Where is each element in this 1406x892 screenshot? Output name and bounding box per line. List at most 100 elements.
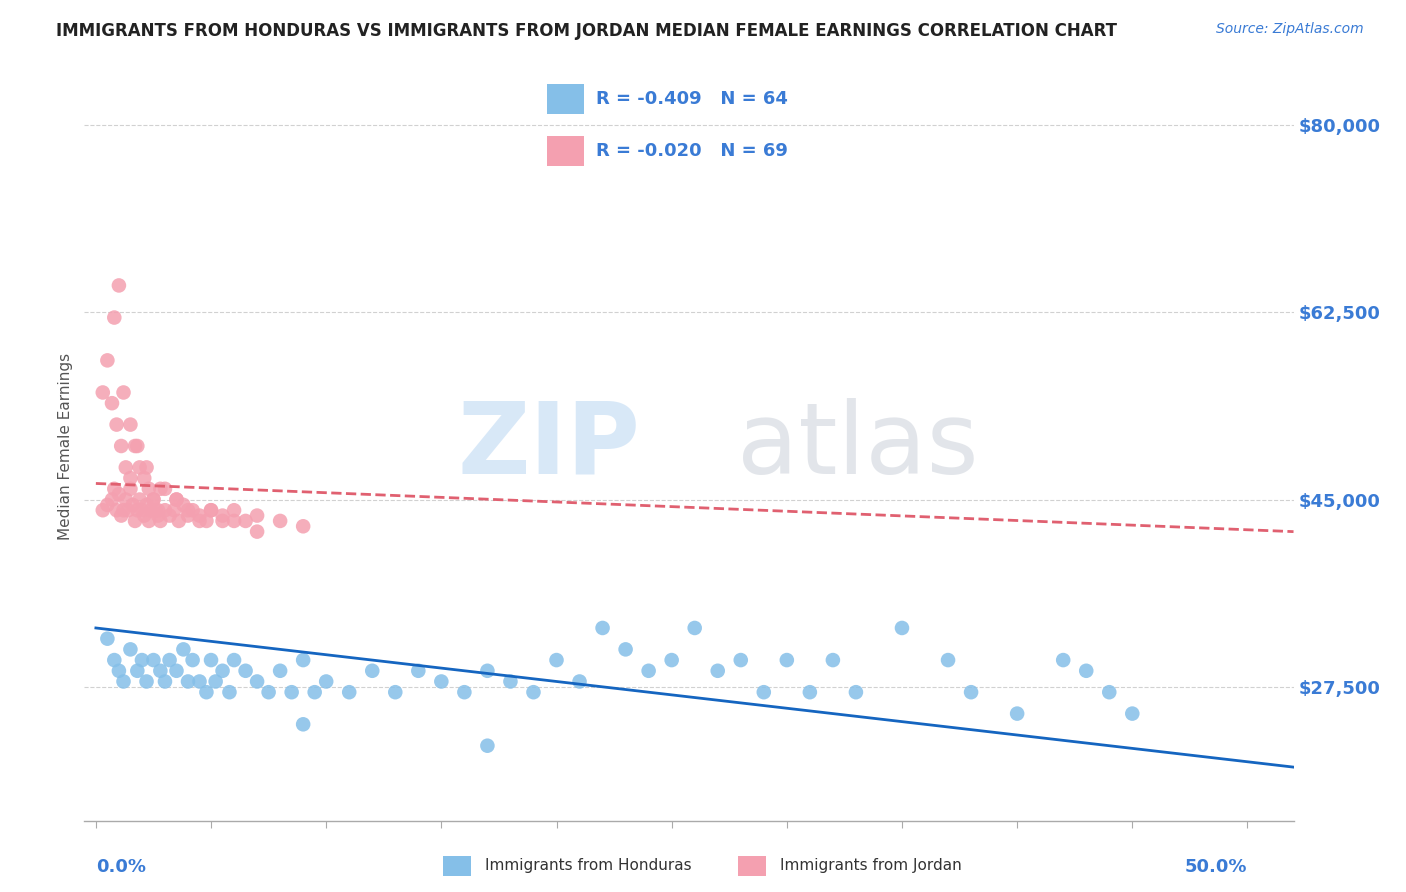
Point (614, 642, 637, 657)
Point (112, 385, 135, 400)
Point (163, 503, 186, 517)
Point (149, 482, 172, 496)
Point (146, 503, 169, 517)
Point (159, 508, 181, 523)
Text: Source: ZipAtlas.com: Source: ZipAtlas.com (1216, 22, 1364, 37)
Point (453, 685, 475, 699)
Point (172, 642, 194, 657)
Point (159, 653, 181, 667)
Point (103, 482, 125, 496)
Text: R = -0.409   N = 64: R = -0.409 N = 64 (596, 90, 787, 108)
Point (477, 664, 499, 678)
Point (361, 664, 384, 678)
Point (127, 503, 149, 517)
Point (246, 508, 269, 523)
Point (138, 514, 160, 528)
Point (211, 508, 233, 523)
Point (246, 524, 269, 539)
Point (292, 653, 315, 667)
Point (222, 503, 245, 517)
Point (101, 396, 124, 410)
Point (120, 471, 142, 485)
Point (960, 685, 983, 699)
Point (195, 514, 218, 528)
Point (1121, 706, 1143, 721)
Point (546, 653, 568, 667)
Point (124, 514, 146, 528)
Point (280, 685, 302, 699)
Point (146, 508, 169, 523)
Point (752, 685, 775, 699)
Point (269, 664, 291, 678)
Point (166, 664, 188, 678)
Point (477, 739, 499, 753)
Text: 0.0%: 0.0% (96, 858, 146, 876)
Text: Immigrants from Jordan: Immigrants from Jordan (780, 858, 962, 872)
Bar (443, 856, 471, 876)
Point (200, 503, 222, 517)
Point (167, 514, 190, 528)
Point (112, 674, 135, 689)
Point (177, 503, 200, 517)
Point (1052, 653, 1074, 667)
Point (730, 653, 752, 667)
Point (135, 498, 157, 512)
Point (153, 674, 176, 689)
Point (114, 492, 136, 507)
Point (408, 664, 430, 678)
Point (661, 653, 683, 667)
Point (134, 471, 156, 485)
Point (166, 492, 188, 507)
Point (103, 310, 125, 325)
Point (124, 439, 146, 453)
Point (142, 653, 165, 667)
Point (384, 685, 406, 699)
Point (131, 503, 153, 517)
Point (149, 664, 172, 678)
Point (188, 674, 211, 689)
Point (845, 685, 868, 699)
Y-axis label: Median Female Earnings: Median Female Earnings (58, 352, 73, 540)
Point (110, 439, 132, 453)
Point (141, 503, 163, 517)
Point (337, 685, 360, 699)
Point (101, 492, 124, 507)
Point (138, 482, 160, 496)
Point (222, 653, 245, 667)
Point (166, 492, 188, 507)
Point (128, 460, 150, 475)
Point (181, 653, 204, 667)
Point (315, 674, 337, 689)
Point (204, 674, 226, 689)
Point (257, 685, 280, 699)
Point (177, 674, 200, 689)
Point (128, 492, 150, 507)
Point (936, 653, 959, 667)
Point (114, 460, 136, 475)
Point (135, 460, 157, 475)
Text: 50.0%: 50.0% (1185, 858, 1247, 876)
Point (108, 664, 131, 678)
Point (799, 685, 821, 699)
Bar (547, 84, 583, 114)
Point (499, 674, 522, 689)
Point (181, 503, 204, 517)
Point (292, 717, 315, 731)
Point (96, 632, 118, 646)
Text: atlas: atlas (737, 398, 979, 494)
Point (222, 514, 245, 528)
Text: ZIP: ZIP (458, 398, 641, 494)
Text: R = -0.020   N = 69: R = -0.020 N = 69 (596, 142, 787, 160)
Point (568, 674, 591, 689)
Point (105, 503, 128, 517)
Text: IMMIGRANTS FROM HONDURAS VS IMMIGRANTS FROM JORDAN MEDIAN FEMALE EARNINGS CORREL: IMMIGRANTS FROM HONDURAS VS IMMIGRANTS F… (56, 22, 1118, 40)
Point (91, 503, 114, 517)
Point (117, 503, 139, 517)
Point (1005, 706, 1028, 721)
Point (218, 685, 240, 699)
Point (127, 439, 149, 453)
Point (195, 685, 218, 699)
Point (120, 642, 142, 657)
Point (592, 621, 614, 635)
Bar (738, 856, 766, 876)
